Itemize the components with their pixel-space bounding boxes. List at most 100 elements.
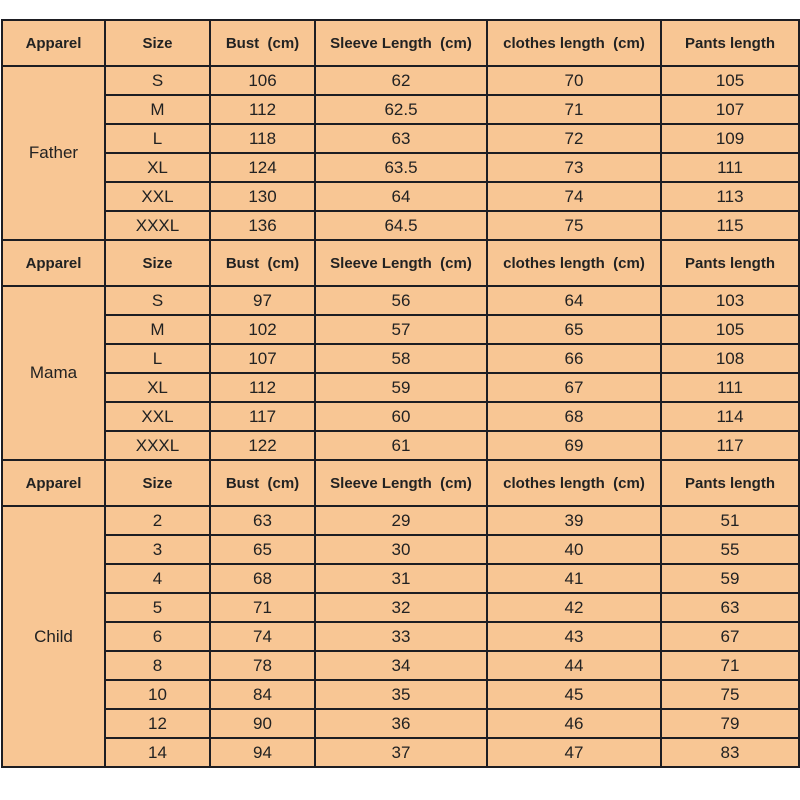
pants-length-cell: 109: [660, 123, 800, 154]
header-row-father: Apparel Size Bust (cm) Sleeve Length (cm…: [1, 19, 800, 67]
sleeve-cell: 58: [314, 343, 488, 374]
size-cell: XXL: [104, 181, 211, 212]
pants-length-cell: 111: [660, 372, 800, 403]
size-cell: 6: [104, 621, 211, 652]
pants-length-cell: 67: [660, 621, 800, 652]
col-header-sleeve-length: Sleeve Length (cm): [314, 19, 488, 67]
apparel-cell-child: Child: [1, 505, 106, 768]
bust-cell: 112: [209, 372, 316, 403]
pants-length-cell: 114: [660, 401, 800, 432]
bust-cell: 136: [209, 210, 316, 241]
pants-length-cell: 105: [660, 314, 800, 345]
size-cell: 3: [104, 534, 211, 565]
col-header-apparel: Apparel: [1, 19, 106, 67]
sleeve-cell: 62.5: [314, 94, 488, 125]
pants-length-cell: 107: [660, 94, 800, 125]
sleeve-cell: 60: [314, 401, 488, 432]
apparel-cell-mama: Mama: [1, 285, 106, 461]
bust-cell: 124: [209, 152, 316, 183]
table-row: XL 124 63.5 73 111: [2, 152, 800, 183]
table-row: L 118 63 72 109: [2, 123, 800, 154]
size-cell: 14: [104, 737, 211, 768]
header-row-mama: Apparel Size Bust (cm) Sleeve Length (cm…: [1, 239, 800, 287]
sleeve-cell: 56: [314, 285, 488, 316]
table-row: XXXL 122 61 69 117: [2, 430, 800, 461]
pants-length-cell: 59: [660, 563, 800, 594]
bust-cell: 130: [209, 181, 316, 212]
sleeve-cell: 59: [314, 372, 488, 403]
clothes-length-cell: 73: [486, 152, 662, 183]
table-row: Father S 106 62 70 105: [1, 65, 800, 241]
col-header-size: Size: [104, 459, 211, 507]
size-cell: XXL: [104, 401, 211, 432]
pants-length-cell: 55: [660, 534, 800, 565]
clothes-length-cell: 65: [486, 314, 662, 345]
clothes-length-cell: 72: [486, 123, 662, 154]
size-cell: XXXL: [104, 430, 211, 461]
table-row: 5 71 32 42 63: [2, 592, 800, 623]
clothes-length-cell: 41: [486, 563, 662, 594]
col-header-pants-length: Pants length: [660, 19, 800, 67]
sleeve-cell: 62: [314, 65, 488, 96]
apparel-cell-father: Father: [1, 65, 106, 241]
clothes-length-cell: 43: [486, 621, 662, 652]
sleeve-cell: 36: [314, 708, 488, 739]
pants-length-cell: 111: [660, 152, 800, 183]
bust-cell: 94: [209, 737, 316, 768]
sleeve-cell: 33: [314, 621, 488, 652]
size-cell: L: [104, 123, 211, 154]
clothes-length-cell: 74: [486, 181, 662, 212]
bust-cell: 74: [209, 621, 316, 652]
bust-cell: 90: [209, 708, 316, 739]
col-header-pants-length: Pants length: [660, 459, 800, 507]
bust-cell: 122: [209, 430, 316, 461]
bust-cell: 102: [209, 314, 316, 345]
clothes-length-cell: 71: [486, 94, 662, 125]
table-row: 14 94 37 47 83: [2, 737, 800, 768]
size-cell: S: [104, 65, 211, 96]
clothes-length-cell: 75: [486, 210, 662, 241]
sleeve-cell: 61: [314, 430, 488, 461]
col-header-clothes-length: clothes length (cm): [486, 459, 662, 507]
sleeve-cell: 34: [314, 650, 488, 681]
col-header-bust: Bust (cm): [209, 239, 316, 287]
table-row: 10 84 35 45 75: [2, 679, 800, 710]
col-header-clothes-length: clothes length (cm): [486, 239, 662, 287]
pants-length-cell: 51: [660, 505, 800, 536]
sleeve-cell: 64.5: [314, 210, 488, 241]
bust-cell: 106: [209, 65, 316, 96]
bust-cell: 84: [209, 679, 316, 710]
bust-cell: 63: [209, 505, 316, 536]
table-row: L 107 58 66 108: [2, 343, 800, 374]
pants-length-cell: 108: [660, 343, 800, 374]
table-row: 6 74 33 43 67: [2, 621, 800, 652]
sleeve-cell: 29: [314, 505, 488, 536]
table-row: M 102 57 65 105: [2, 314, 800, 345]
col-header-sleeve-length: Sleeve Length (cm): [314, 239, 488, 287]
clothes-length-cell: 64: [486, 285, 662, 316]
clothes-length-cell: 46: [486, 708, 662, 739]
sleeve-cell: 31: [314, 563, 488, 594]
table-row: 3 65 30 40 55: [2, 534, 800, 565]
header-row-child: Apparel Size Bust (cm) Sleeve Length (cm…: [1, 459, 800, 507]
bust-cell: 71: [209, 592, 316, 623]
clothes-length-cell: 44: [486, 650, 662, 681]
table-row: XL 112 59 67 111: [2, 372, 800, 403]
pants-length-cell: 71: [660, 650, 800, 681]
size-cell: 8: [104, 650, 211, 681]
pants-length-cell: 103: [660, 285, 800, 316]
bust-cell: 118: [209, 123, 316, 154]
table-row: XXL 130 64 74 113: [2, 181, 800, 212]
bust-cell: 107: [209, 343, 316, 374]
pants-length-cell: 75: [660, 679, 800, 710]
size-cell: 2: [104, 505, 211, 536]
sleeve-cell: 30: [314, 534, 488, 565]
sleeve-cell: 37: [314, 737, 488, 768]
bust-cell: 65: [209, 534, 316, 565]
col-header-size: Size: [104, 19, 211, 67]
size-cell: XL: [104, 152, 211, 183]
clothes-length-cell: 66: [486, 343, 662, 374]
pants-length-cell: 63: [660, 592, 800, 623]
bust-cell: 78: [209, 650, 316, 681]
